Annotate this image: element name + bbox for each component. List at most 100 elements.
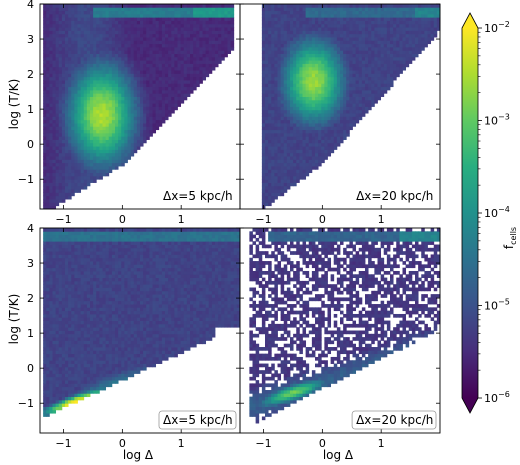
heatmap-cell bbox=[305, 83, 310, 88]
heatmap-cell bbox=[43, 264, 47, 269]
heatmap-cell bbox=[308, 86, 313, 91]
heatmap-cell bbox=[152, 53, 157, 58]
heatmap-cell bbox=[130, 76, 135, 81]
heatmap-cell bbox=[311, 149, 316, 154]
heatmap-cell bbox=[43, 179, 47, 183]
heatmap-cell bbox=[133, 4, 138, 8]
heatmap-cell bbox=[268, 179, 272, 183]
heatmap-cell bbox=[93, 7, 97, 12]
heatmap-cell bbox=[190, 89, 194, 94]
heatmap-cell bbox=[46, 182, 50, 187]
heatmap-cell bbox=[199, 17, 203, 21]
heatmap-cell bbox=[127, 149, 132, 154]
heatmap-cell bbox=[265, 182, 269, 187]
heatmap-cell bbox=[305, 60, 310, 64]
heatmap-cell bbox=[299, 142, 303, 147]
heatmap-cell bbox=[424, 17, 428, 21]
heatmap-cell bbox=[315, 66, 319, 71]
heatmap-cell bbox=[77, 146, 82, 150]
heatmap-cell bbox=[358, 86, 363, 91]
heatmap-cell bbox=[155, 40, 160, 45]
heatmap-cell bbox=[158, 37, 163, 41]
heatmap-cell bbox=[86, 142, 91, 147]
heatmap-cell bbox=[180, 10, 185, 15]
heatmap-cell bbox=[390, 60, 394, 64]
heatmap-cell bbox=[161, 113, 166, 117]
heatmap-cell bbox=[290, 37, 294, 41]
heatmap-cell bbox=[140, 123, 144, 127]
heatmap-cell bbox=[211, 50, 216, 54]
heatmap-cell bbox=[274, 166, 278, 170]
heatmap-cell bbox=[436, 23, 441, 28]
heatmap-cell bbox=[68, 76, 72, 81]
heatmap-cell bbox=[371, 89, 375, 94]
heatmap-cell bbox=[374, 70, 378, 74]
heatmap-cell bbox=[358, 93, 363, 97]
heatmap-cell bbox=[77, 43, 82, 48]
heatmap-cell bbox=[143, 13, 147, 18]
heatmap-cell bbox=[55, 300, 60, 305]
heatmap-cell bbox=[71, 40, 75, 45]
heatmap-cell bbox=[180, 56, 185, 61]
heatmap-cell bbox=[358, 33, 363, 38]
heatmap-cell bbox=[86, 33, 91, 38]
heatmap-cell bbox=[152, 123, 157, 127]
heatmap-cell bbox=[274, 76, 278, 81]
heatmap-cell bbox=[290, 166, 294, 170]
heatmap-cell bbox=[308, 162, 313, 167]
heatmap-cell bbox=[352, 89, 357, 94]
heatmap-cell bbox=[58, 370, 63, 374]
heatmap-cell bbox=[177, 60, 182, 64]
heatmap-cell bbox=[96, 166, 100, 170]
heatmap-cell bbox=[174, 43, 178, 48]
heatmap-cell bbox=[165, 66, 169, 71]
heatmap-cell bbox=[58, 330, 63, 335]
heatmap-cell bbox=[318, 132, 322, 137]
heatmap-cell bbox=[186, 60, 191, 64]
heatmap-cell bbox=[149, 116, 153, 121]
heatmap-cell bbox=[136, 76, 141, 81]
heatmap-cell bbox=[146, 123, 150, 127]
heatmap-cell bbox=[321, 66, 325, 71]
heatmap-cell bbox=[118, 50, 122, 54]
heatmap-cell bbox=[158, 46, 163, 51]
heatmap-cell bbox=[46, 136, 50, 140]
heatmap-cell bbox=[352, 116, 357, 121]
heatmap-cell bbox=[402, 10, 407, 15]
heatmap-cell bbox=[108, 166, 113, 170]
heatmap-cell bbox=[105, 96, 110, 101]
heatmap-cell bbox=[340, 17, 344, 21]
heatmap-cell bbox=[321, 106, 325, 111]
heatmap-cell bbox=[186, 17, 191, 21]
heatmap-cell bbox=[43, 277, 47, 282]
heatmap-cell bbox=[49, 261, 53, 265]
heatmap-cell bbox=[261, 146, 266, 150]
heatmap-cell bbox=[374, 99, 378, 104]
heatmap-cell bbox=[221, 50, 225, 54]
heatmap-cell bbox=[261, 189, 266, 193]
heatmap-cell bbox=[386, 66, 391, 71]
heatmap-cell bbox=[71, 129, 75, 134]
heatmap-cell bbox=[118, 27, 122, 31]
heatmap-cell bbox=[336, 56, 341, 61]
heatmap-cell bbox=[193, 60, 197, 64]
heatmap-cell bbox=[224, 20, 228, 25]
heatmap-cell bbox=[143, 60, 147, 64]
heatmap-cell bbox=[86, 175, 91, 180]
heatmap-cell bbox=[402, 46, 407, 51]
heatmap-cell bbox=[321, 60, 325, 64]
heatmap-cell bbox=[99, 53, 103, 58]
heatmap-cell bbox=[305, 73, 310, 78]
heatmap-cell bbox=[168, 10, 172, 15]
heatmap-cell bbox=[196, 76, 200, 81]
heatmap-cell bbox=[227, 27, 232, 31]
heatmap-cell bbox=[355, 119, 360, 124]
heatmap-cell bbox=[365, 40, 369, 45]
heatmap-cell bbox=[49, 40, 53, 45]
heatmap-cell bbox=[58, 136, 63, 140]
heatmap-cell bbox=[46, 17, 50, 21]
heatmap-cell bbox=[271, 27, 275, 31]
heatmap-cell bbox=[77, 166, 82, 170]
heatmap-cell bbox=[280, 20, 285, 25]
heatmap-cell bbox=[161, 33, 166, 38]
